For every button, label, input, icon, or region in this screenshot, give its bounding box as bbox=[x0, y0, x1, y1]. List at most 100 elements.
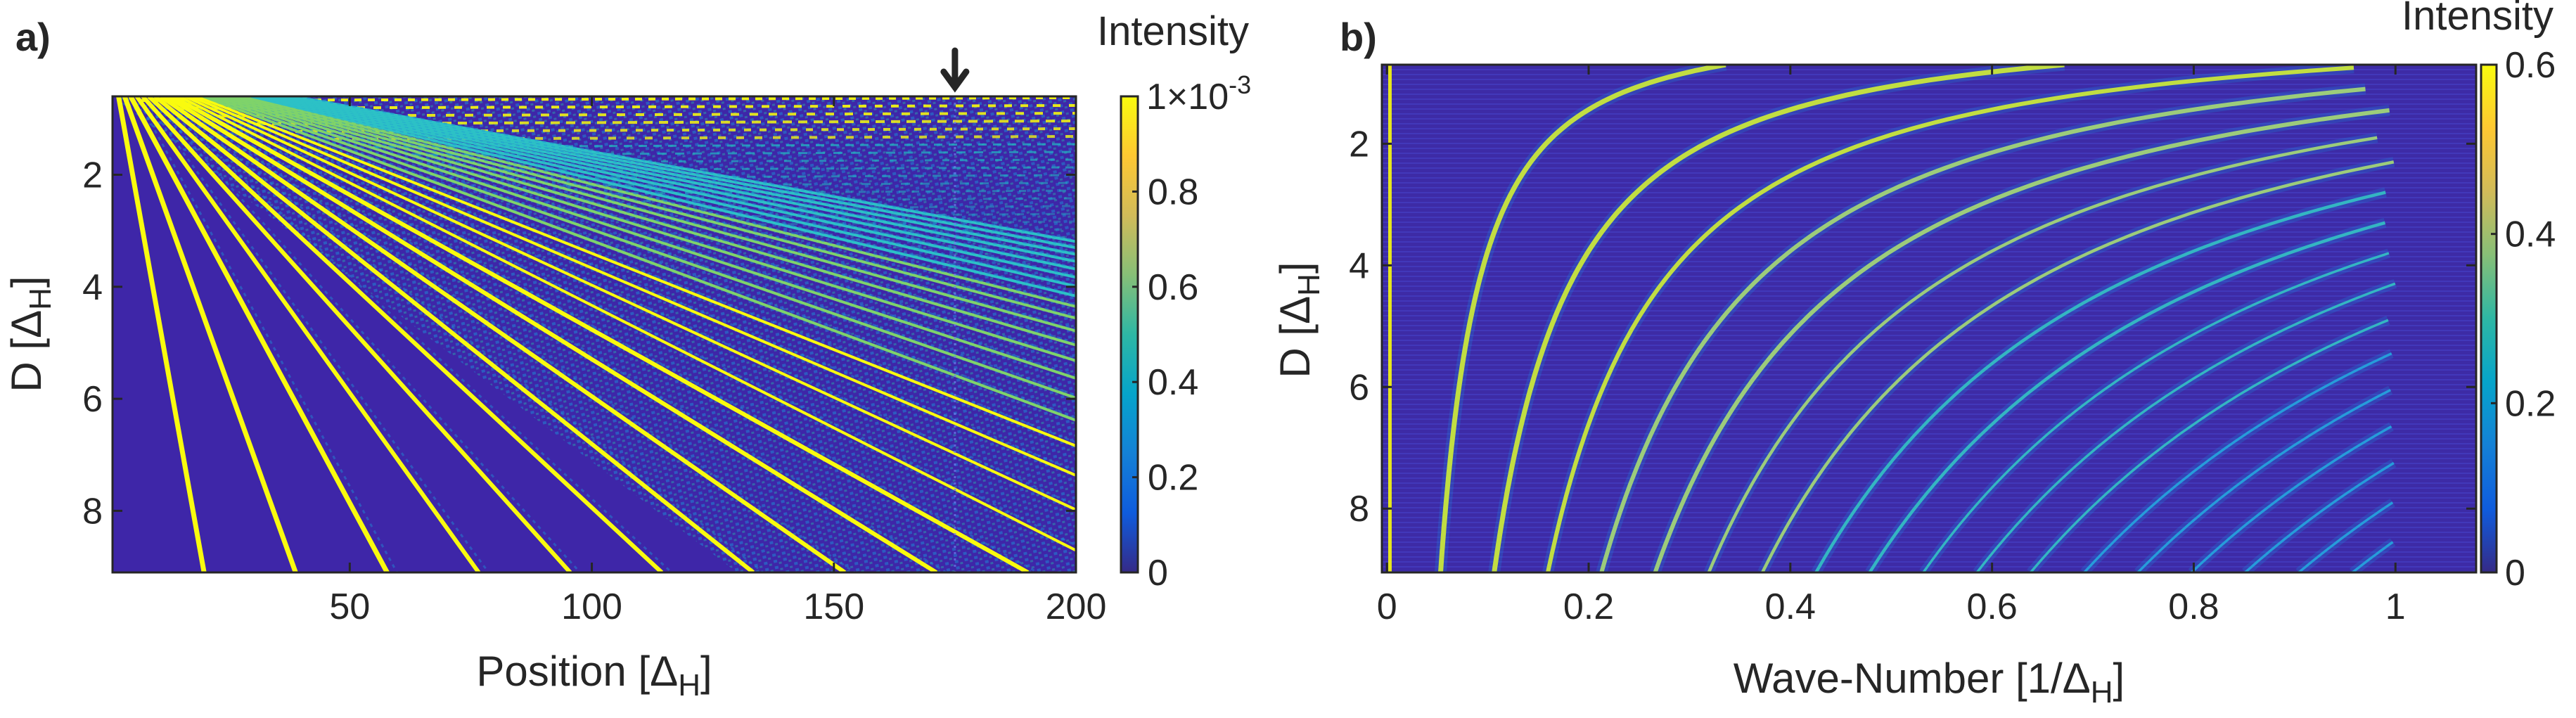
panel-a-ridge-sideband bbox=[269, 96, 1076, 277]
panel-b-xtick-label: 1 bbox=[2385, 586, 2406, 627]
panel-b-curve-glow bbox=[1542, 65, 2354, 572]
panel-a-ridge-sideband bbox=[184, 96, 1076, 547]
panel-a-xtick-label: 100 bbox=[561, 586, 622, 627]
panel-a-ridge bbox=[208, 96, 1076, 400]
panel-a-ridge bbox=[116, 96, 207, 572]
panel-b-curve-glow bbox=[1865, 217, 2387, 572]
panel-b-curve-glow bbox=[1973, 278, 2397, 572]
panel-a-fringe-row bbox=[333, 135, 1076, 141]
panel-b-curve bbox=[1707, 136, 2378, 572]
panel-a-ridge bbox=[220, 96, 1076, 363]
panel-b-cbtick-label: 0.2 bbox=[2505, 383, 2556, 424]
panel-a-ytick-label: 8 bbox=[82, 491, 103, 532]
panel-b-curve bbox=[1437, 65, 1726, 572]
panel-a-fringe-row bbox=[991, 267, 1076, 272]
panel-a-texture-region bbox=[113, 96, 1076, 572]
panel-b-curve bbox=[1546, 65, 2354, 572]
panel-b-curve bbox=[1814, 191, 2386, 572]
panel-a-ridge-sideband bbox=[153, 96, 673, 572]
panel-a-ridge-sideband bbox=[299, 96, 1076, 242]
panel-a-ridge-sideband bbox=[220, 96, 1076, 377]
panel-a-plot-frame bbox=[111, 95, 1077, 574]
panel-a-xtick-label: 150 bbox=[803, 586, 864, 627]
panel-a-colorbar-title: Intensity bbox=[1097, 8, 1249, 54]
panel-a-ridge-sideband bbox=[147, 96, 581, 572]
panel-a-ridge bbox=[203, 96, 1076, 422]
panel-a-x-axis-label: Position [ΔH] bbox=[476, 648, 712, 703]
panel-b-x-axis-label: Wave-Number [1/ΔH] bbox=[1734, 655, 2125, 710]
panel-a-ridge bbox=[196, 96, 1076, 448]
panel-a-cbtick-label: 0.6 bbox=[1148, 267, 1198, 308]
panel-a-colorbar-exponent: 1×10-3 bbox=[1146, 70, 1251, 117]
panel-b-curve bbox=[2352, 541, 2394, 572]
panel-a-ytick-label: 4 bbox=[82, 267, 103, 308]
panel-a-cbtick-label: 0.8 bbox=[1148, 172, 1198, 212]
panel-a-fringe-row bbox=[836, 236, 1076, 241]
panel-a-interference-texture bbox=[113, 96, 1076, 572]
panel-a-ridge bbox=[159, 96, 847, 572]
panel-b-curve-glow bbox=[2349, 538, 2396, 572]
panel-b-curve-glow bbox=[1434, 65, 1727, 572]
panel-b-xtick-label: 0 bbox=[1377, 586, 1397, 627]
panel-a-ridge bbox=[275, 96, 1076, 263]
panel-a-ridge bbox=[250, 96, 1076, 297]
panel-b-curve bbox=[2244, 461, 2395, 572]
panel-b-ytick-label: 2 bbox=[1349, 124, 1369, 165]
panel-b-curve bbox=[2298, 501, 2394, 572]
panel-b-curve-glow bbox=[1488, 65, 2065, 572]
panel-b-curve-glow bbox=[2080, 349, 2394, 572]
panel-b-curve bbox=[2030, 319, 2389, 572]
panel-a-ridge bbox=[178, 96, 1076, 552]
panel-a-ridge bbox=[128, 96, 390, 572]
panel-b-curve-glow bbox=[1757, 157, 2395, 572]
panel-a-ytick-label: 2 bbox=[82, 155, 103, 196]
panel-b-curve bbox=[1868, 221, 2386, 572]
panel-b-curve-glow bbox=[2027, 315, 2390, 572]
panel-a-cbtick-label: 0 bbox=[1148, 553, 1168, 594]
panel-a-ridge-sideband bbox=[196, 96, 1076, 473]
panel-b-curve bbox=[1975, 282, 2396, 572]
panel-b-colorbar-title: Intensity bbox=[2402, 0, 2553, 39]
panel-b-colorbar: Intensity 0 0.2 0.4 0.6 bbox=[2402, 0, 2556, 594]
panel-a-cbtick-label: 0.2 bbox=[1148, 458, 1198, 499]
panel-a-ridge-sideband bbox=[214, 96, 1076, 397]
panel-b-curve-glow bbox=[1812, 187, 2387, 572]
panel-b-colorbar-gradient bbox=[2480, 63, 2498, 574]
panel-a-y-axis-label: D [ΔH] bbox=[3, 276, 58, 392]
panel-a-fringe-row bbox=[1075, 291, 1076, 293]
panel-a-xtick-label: 200 bbox=[1046, 586, 1107, 627]
panel-b-y-ticks: 2 4 6 8 bbox=[1349, 124, 2476, 530]
panel-a-fringe-row bbox=[565, 181, 1076, 187]
panel-a-fringe-row bbox=[140, 96, 1076, 102]
panel-a-fringe-row bbox=[527, 174, 1076, 179]
panel-a-fringe-row bbox=[604, 189, 1076, 195]
panel-b-cbtick-label: 0.6 bbox=[2505, 45, 2556, 86]
panel-b-dispersion-curves bbox=[1388, 65, 2397, 572]
panel-b-xtick-label: 0.8 bbox=[2168, 586, 2219, 627]
panel-a-colorbar: Intensity 0 0.2 0.4 0.6 0.8 1×10-3 bbox=[1097, 8, 1251, 594]
panel-b-ytick-label: 6 bbox=[1349, 367, 1369, 408]
panel-a-ridge bbox=[122, 96, 298, 572]
panel-a-ridge bbox=[287, 96, 1076, 250]
panel-b-curve bbox=[1653, 108, 2390, 572]
panel-a-ridge bbox=[226, 96, 1076, 347]
panel-a-ridge-sideband bbox=[190, 96, 1076, 507]
panel-a-fringe-row bbox=[720, 212, 1076, 218]
panel-a-ridge bbox=[134, 96, 481, 572]
panel-a-ridge bbox=[190, 96, 1076, 477]
panel-b-label: b) bbox=[1340, 15, 1377, 59]
panel-b-plot-frame bbox=[1380, 63, 2478, 574]
panel-a-xtick-label: 50 bbox=[329, 586, 370, 627]
panel-b-curve-glow bbox=[2188, 422, 2394, 572]
panel-b-y-axis-label: D [ΔH] bbox=[1271, 262, 1326, 378]
panel-b-curve bbox=[1922, 252, 2390, 572]
panel-a-fringe-row bbox=[681, 205, 1076, 210]
panel-a-cbtick-label: 0.4 bbox=[1148, 362, 1198, 403]
panel-a-down-arrow bbox=[940, 47, 970, 93]
panel-a-ytick-label: 6 bbox=[82, 379, 103, 420]
panel-a-ridge bbox=[269, 96, 1076, 271]
panel-a-colorbar-gradient bbox=[1120, 95, 1139, 574]
panel-a-fringe-row bbox=[875, 243, 1076, 249]
panel-a-ridge-sideband bbox=[244, 96, 1076, 318]
